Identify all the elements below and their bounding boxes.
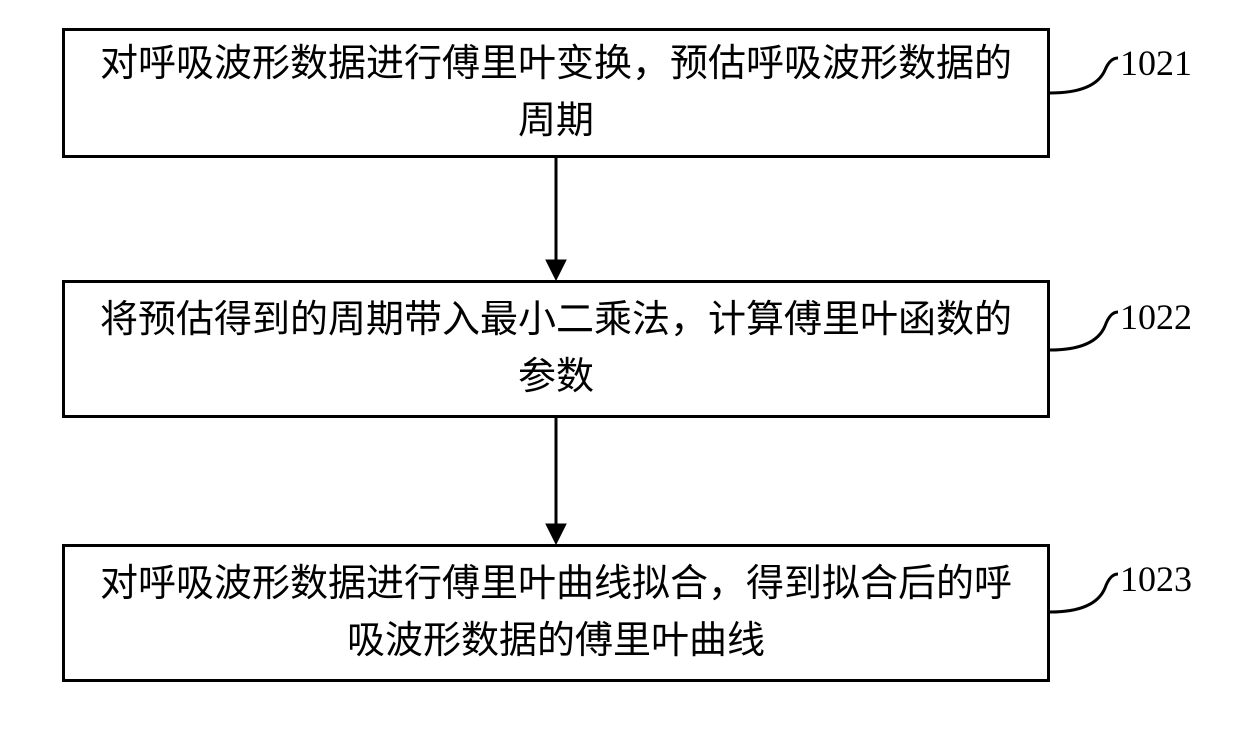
flowchart-node-2: 将预估得到的周期带入最小二乘法，计算傅里叶函数的参数 <box>62 280 1050 418</box>
flowchart-canvas: 对呼吸波形数据进行傅里叶变换，预估呼吸波形数据的周期 1021 将预估得到的周期… <box>0 0 1240 733</box>
connector-path-3 <box>1050 574 1118 612</box>
node-2-text: 将预估得到的周期带入最小二乘法，计算傅里叶函数的参数 <box>85 292 1027 406</box>
flowchart-node-1: 对呼吸波形数据进行傅里叶变换，预估呼吸波形数据的周期 <box>62 28 1050 158</box>
arrow-head-1 <box>546 260 566 280</box>
connector-path-1 <box>1050 58 1118 93</box>
step-label-2: 1022 <box>1120 296 1192 338</box>
step-label-3: 1023 <box>1120 558 1192 600</box>
node-1-text: 对呼吸波形数据进行傅里叶变换，预估呼吸波形数据的周期 <box>85 36 1027 150</box>
flowchart-node-3: 对呼吸波形数据进行傅里叶曲线拟合，得到拟合后的呼吸波形数据的傅里叶曲线 <box>62 544 1050 682</box>
node-3-text: 对呼吸波形数据进行傅里叶曲线拟合，得到拟合后的呼吸波形数据的傅里叶曲线 <box>85 556 1027 670</box>
connector-path-2 <box>1050 312 1118 350</box>
step-label-1: 1021 <box>1120 42 1192 84</box>
arrow-head-2 <box>546 524 566 544</box>
